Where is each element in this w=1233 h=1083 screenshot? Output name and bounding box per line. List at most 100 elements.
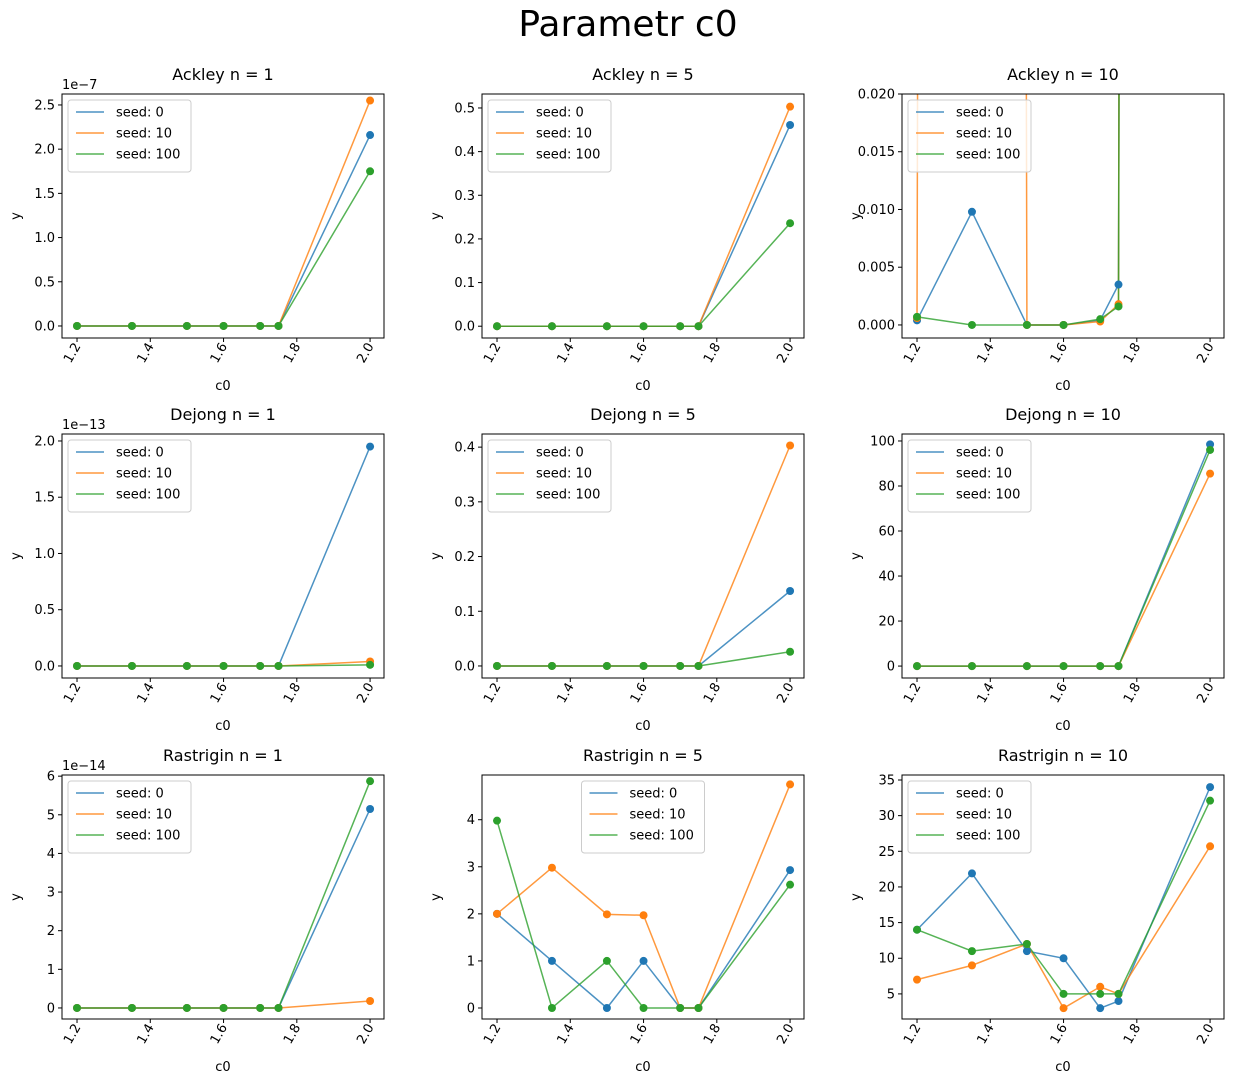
legend-label: seed: 100: [116, 829, 180, 844]
data-point: [1206, 783, 1215, 792]
data-point: [1022, 939, 1031, 948]
subplot-title: Rastrigin n = 5: [583, 746, 703, 765]
data-point: [639, 661, 648, 670]
data-point: [493, 816, 502, 825]
data-point: [1206, 469, 1215, 478]
plot-area: [913, 94, 1123, 329]
data-point: [547, 863, 556, 872]
legend-label: seed: 0: [536, 446, 584, 461]
data-point: [967, 320, 976, 329]
data-point: [1059, 989, 1068, 998]
data-point: [219, 321, 228, 330]
y-tick-label: 0.3: [454, 189, 475, 204]
y-tick-label: 20: [878, 880, 895, 895]
y-tick-label: 2.0: [34, 434, 55, 449]
x-tick-label: 1.8: [1121, 681, 1144, 706]
y-tick-label: 5: [887, 987, 895, 1002]
y-tick-label: 0.4: [454, 441, 475, 456]
data-point: [913, 662, 922, 671]
data-point: [786, 587, 795, 596]
axes-frame: [901, 93, 1225, 339]
data-point: [1206, 842, 1215, 851]
data-point: [786, 120, 795, 129]
data-point: [639, 911, 648, 920]
data-point: [182, 321, 191, 330]
x-axis-label: c0: [635, 719, 650, 734]
y-tick-label: 4: [47, 847, 55, 862]
y-tick-label: 0.5: [34, 603, 55, 618]
x-tick-label: 2.0: [354, 681, 377, 706]
data-point: [366, 131, 375, 140]
data-point: [274, 1003, 283, 1012]
x-axis-label: c0: [215, 719, 230, 734]
subplot-title: Ackley n = 1: [172, 65, 273, 84]
y-tick-label: 1.0: [34, 547, 55, 562]
x-tick-label: 1.6: [628, 681, 651, 706]
x-tick-label: 1.4: [554, 1022, 577, 1047]
x-tick-label: 1.4: [134, 1022, 157, 1047]
data-point: [1114, 302, 1123, 311]
data-point: [1059, 320, 1068, 329]
y-tick-label: 100: [870, 434, 895, 449]
legend-label: seed: 0: [956, 787, 1004, 802]
x-tick-label: 1.8: [1121, 341, 1144, 366]
legend-label: seed: 100: [116, 488, 180, 503]
x-tick-label: 1.4: [134, 681, 157, 706]
data-point: [639, 322, 648, 331]
subplot-title: Dejong n = 5: [590, 405, 696, 424]
y-axis-label: y: [429, 552, 444, 560]
data-point: [274, 321, 283, 330]
data-point: [1022, 320, 1031, 329]
y-tick-label: 1.0: [34, 231, 55, 246]
y-tick-label: 15: [878, 916, 895, 931]
y-tick-label: 35: [878, 773, 895, 788]
data-point: [913, 975, 922, 984]
y-tick-label: 0.0: [454, 320, 475, 335]
x-tick-label: 2.0: [1194, 341, 1217, 366]
data-point: [694, 661, 703, 670]
data-point: [602, 956, 611, 965]
y-axis-label: y: [849, 893, 864, 901]
y-tick-label: 2: [47, 924, 55, 939]
subplot-title: Ackley n = 10: [1007, 65, 1119, 84]
legend-label: seed: 0: [116, 446, 164, 461]
data-point: [676, 661, 685, 670]
x-tick-label: 1.2: [901, 1022, 924, 1047]
axes-frame: [61, 93, 385, 339]
data-point: [1206, 440, 1215, 449]
x-tick-label: 2.0: [774, 341, 797, 366]
y-axis-label: y: [9, 552, 24, 560]
legend-label: seed: 10: [116, 808, 172, 823]
data-point: [1096, 982, 1105, 991]
x-tick-label: 1.6: [208, 341, 231, 366]
data-point: [366, 442, 375, 451]
legend-label: seed: 10: [956, 127, 1012, 142]
data-point: [786, 441, 795, 450]
y-tick-label: 0: [47, 1001, 55, 1016]
legend: seed: 0 seed: 10 seed: 100: [907, 99, 1032, 173]
data-point: [127, 321, 136, 330]
y-tick-label: 0.1: [454, 276, 475, 291]
data-point: [1096, 1004, 1105, 1013]
legend-label: seed: 100: [956, 148, 1020, 163]
data-point: [1114, 662, 1123, 671]
data-point: [786, 880, 795, 889]
x-axis-label: c0: [1055, 719, 1070, 734]
data-point: [694, 322, 703, 331]
axes-frame: [481, 433, 805, 679]
data-point: [493, 661, 502, 670]
legend-label: seed: 100: [536, 488, 600, 503]
y-tick-label: 0.015: [858, 145, 895, 160]
x-axis-label: c0: [1055, 379, 1070, 394]
figure-title: Parametr c0: [518, 4, 737, 45]
data-point: [967, 662, 976, 671]
subplot: Rastrigin n = 1 c0 y 1e−14 0 1 2 3 4 5 6 1.2 1.4 1.6 1…: [9, 746, 385, 1075]
data-point: [219, 1003, 228, 1012]
series-line: [497, 222, 791, 327]
legend: seed: 0 seed: 10 seed: 100: [907, 780, 1032, 854]
y-offset-label: 1e−7: [62, 78, 97, 93]
y-tick-label: 0.020: [858, 88, 895, 103]
subplot: Ackley n = 10 c0 y 0.000 0.005 0.010 0.015 0.02…: [849, 65, 1225, 394]
axes-frame: [901, 433, 1225, 679]
